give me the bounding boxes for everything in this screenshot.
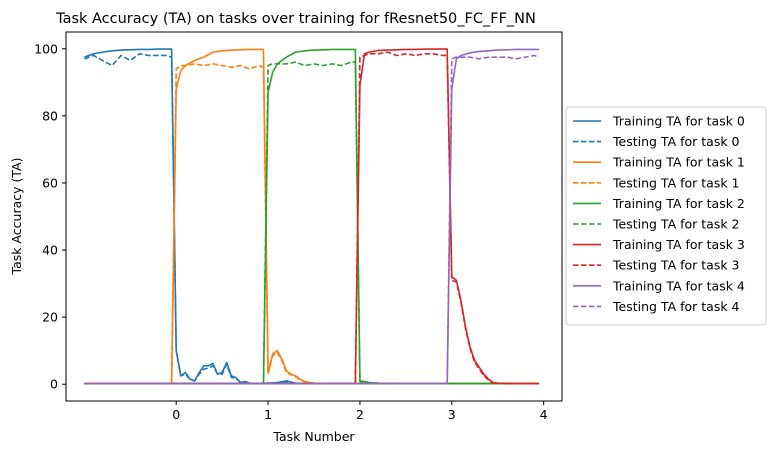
series-line-9 — [84, 54, 540, 385]
series-line-4 — [84, 48, 540, 385]
y-tick-label-2: 40 — [42, 243, 58, 258]
x-tick-label-4: 4 — [540, 407, 548, 422]
series-line-8 — [84, 48, 540, 385]
series-line-7 — [84, 51, 540, 385]
legend-label-7: Testing TA for task 3 — [612, 258, 740, 273]
series-line-6 — [84, 48, 540, 385]
y-tick-label-3: 60 — [42, 175, 58, 190]
x-tick-label-3: 3 — [448, 407, 456, 422]
legend-label-1: Testing TA for task 0 — [612, 134, 740, 149]
legend-box — [565, 106, 767, 326]
legend: Training TA for task 0 Testing TA for tas… — [565, 106, 767, 326]
series-line-3 — [84, 63, 540, 385]
y-tick-label-0: 0 — [50, 377, 58, 392]
y-tick-label-5: 100 — [34, 41, 58, 56]
series-line-1 — [84, 52, 540, 385]
legend-label-3: Testing TA for task 1 — [612, 175, 740, 190]
x-tick-label-1: 1 — [264, 407, 272, 422]
x-axis-label: Task Number — [272, 429, 355, 444]
legend-label-8: Training TA for task 4 — [612, 278, 745, 293]
chart-title: Task Accuracy (TA) on tasks over trainin… — [55, 11, 536, 27]
series-line-2 — [84, 48, 540, 385]
y-tick-label-4: 80 — [42, 108, 58, 123]
legend-label-6: Training TA for task 3 — [612, 237, 745, 252]
x-axis-ticks: 0 1 2 3 4 — [172, 401, 548, 422]
y-axis-label: Task Accuracy (TA) — [9, 158, 24, 276]
series-group — [84, 48, 540, 385]
legend-label-0: Training TA for task 0 — [612, 114, 745, 129]
series-line-0 — [84, 48, 540, 385]
x-tick-label-0: 0 — [172, 407, 180, 422]
y-axis-ticks: 0 20 40 60 80 100 — [34, 41, 66, 392]
plot-area — [65, 31, 563, 402]
legend-items: Training TA for task 0 Testing TA for tas… — [573, 114, 745, 314]
series-line-5 — [84, 61, 540, 385]
legend-label-5: Testing TA for task 2 — [612, 217, 740, 232]
legend-label-4: Training TA for task 2 — [612, 196, 745, 211]
legend-label-9: Testing TA for task 4 — [612, 299, 740, 314]
legend-label-2: Training TA for task 1 — [612, 155, 745, 170]
y-tick-label-1: 20 — [42, 310, 58, 325]
axes-frame — [65, 31, 563, 402]
x-tick-label-2: 2 — [356, 407, 364, 422]
